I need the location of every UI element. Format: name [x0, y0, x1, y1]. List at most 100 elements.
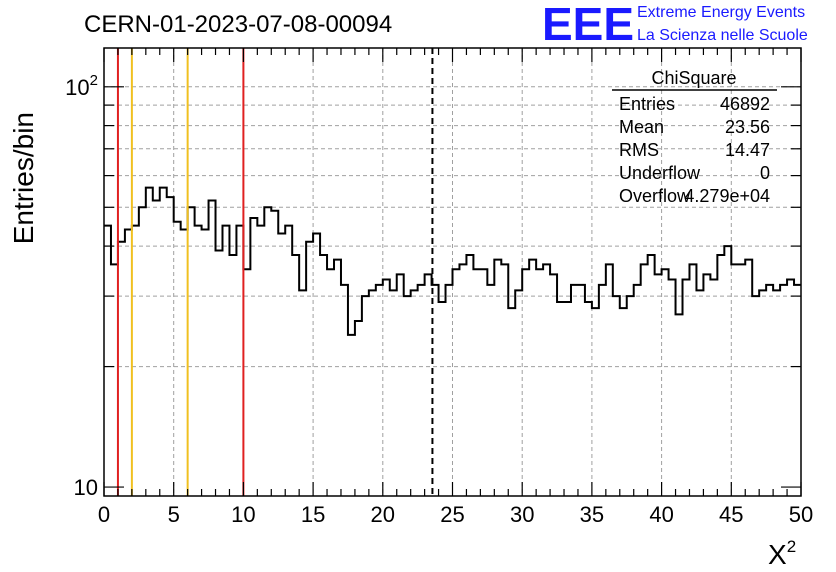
- histogram-bin: [710, 280, 717, 496]
- histogram-bin: [362, 296, 369, 496]
- x-tick-label: 40: [649, 502, 673, 527]
- histogram-bin: [487, 285, 494, 496]
- y-tick-label: 102: [65, 72, 98, 100]
- stats-box-name: ChiSquare: [651, 68, 736, 88]
- histogram-bin: [543, 264, 550, 496]
- y-tick-label-base: 10: [65, 75, 89, 100]
- stats-row-value: 0: [760, 163, 770, 183]
- histogram-bin: [334, 260, 341, 496]
- histogram-bin: [390, 290, 397, 496]
- histogram-bin: [236, 226, 243, 496]
- histogram-bin: [613, 296, 620, 496]
- histogram-bin: [404, 296, 411, 496]
- stats-row-value: 23.56: [725, 117, 770, 137]
- stats-row-label: Entries: [619, 94, 675, 114]
- histogram-bin: [592, 308, 599, 496]
- histogram-bin: [459, 264, 466, 496]
- histogram-bin: [703, 274, 710, 496]
- histogram-bin: [160, 188, 167, 496]
- histogram-bin: [466, 255, 473, 496]
- x-tick-label: 10: [231, 502, 255, 527]
- histogram-bin: [731, 264, 738, 496]
- histogram-bin: [550, 274, 557, 496]
- y-axis-title: Entries/bin: [8, 112, 39, 244]
- histogram-bin: [222, 226, 229, 496]
- histogram-bin: [564, 302, 571, 496]
- histogram-bin: [439, 302, 446, 496]
- x-axis-title: X2: [768, 537, 796, 570]
- histogram-bin: [794, 285, 801, 496]
- histogram-bin: [557, 302, 564, 496]
- histogram-bin: [752, 296, 759, 496]
- histogram-bin: [139, 207, 146, 496]
- histogram-bin: [634, 285, 641, 496]
- x-tick-label: 50: [789, 502, 813, 527]
- histogram-bin: [348, 335, 355, 496]
- histogram-bin: [104, 226, 111, 496]
- histogram-bin: [508, 308, 515, 496]
- histogram-bin: [648, 255, 655, 496]
- histogram-bin: [292, 255, 299, 496]
- stats-row-label: Underflow: [619, 163, 701, 183]
- histogram-bin: [522, 269, 529, 496]
- histogram-bin: [669, 280, 676, 496]
- histogram-bin: [787, 280, 794, 496]
- histogram-bin: [641, 264, 648, 496]
- histogram-bin: [195, 226, 202, 496]
- histogram-bin: [369, 290, 376, 496]
- histogram-bin: [285, 226, 292, 496]
- histogram-series: [104, 186, 801, 336]
- histogram-bin: [606, 264, 613, 496]
- histogram-bin: [327, 269, 334, 496]
- histogram-bin: [717, 255, 724, 496]
- histogram-bin: [118, 242, 125, 496]
- histogram-bin: [627, 296, 634, 496]
- histogram-bin: [146, 188, 153, 496]
- histogram-bin: [188, 207, 195, 496]
- histogram-bin: [257, 226, 264, 496]
- histogram-bin: [585, 302, 592, 496]
- histogram-bin: [111, 264, 118, 496]
- histogram-bin: [418, 285, 425, 496]
- histogram-bin: [271, 211, 278, 496]
- y-tick-label: 10: [74, 475, 98, 500]
- histogram-bin: [766, 285, 773, 496]
- histogram-bin: [724, 246, 731, 496]
- stats-row-label: Overflow: [619, 186, 691, 206]
- histogram-bin: [153, 200, 160, 496]
- histogram-bin: [473, 269, 480, 496]
- histogram-bin: [446, 285, 453, 496]
- stats-row-label: RMS: [619, 140, 659, 160]
- histogram-bin: [313, 234, 320, 496]
- histogram-bin: [209, 200, 216, 496]
- histogram-bin: [453, 269, 460, 496]
- y-tick-label-base: 10: [74, 475, 98, 500]
- y-tick-label-exp: 2: [90, 72, 98, 89]
- histogram-bin: [229, 255, 236, 496]
- histogram-bin: [376, 285, 383, 496]
- x-tick-label: 35: [580, 502, 604, 527]
- histogram-bin: [202, 230, 209, 496]
- histogram-bin: [571, 285, 578, 496]
- stats-row-value: 14.47: [725, 140, 770, 160]
- histogram-bin: [411, 290, 418, 496]
- logo-line-2: La Scienza nelle Scuole: [637, 27, 808, 44]
- histogram-bin: [216, 250, 223, 496]
- histogram-bin: [243, 269, 250, 496]
- stats-row-value: 46892: [720, 94, 770, 114]
- histogram-bin: [278, 234, 285, 496]
- histogram-bin: [529, 260, 536, 496]
- histogram-bin: [320, 255, 327, 496]
- histogram-bin: [515, 290, 522, 496]
- histogram-bin: [494, 260, 501, 496]
- histogram-bin: [696, 290, 703, 496]
- histogram-bin: [132, 226, 139, 496]
- histogram-bin: [299, 290, 306, 496]
- logo-line-1: Extreme Energy Events: [637, 4, 805, 21]
- histogram-bin: [480, 269, 487, 496]
- x-tick-label: 0: [98, 502, 110, 527]
- histogram-bin: [397, 274, 404, 496]
- x-tick-label: 15: [301, 502, 325, 527]
- stats-row-value: 4.279e+04: [684, 186, 770, 206]
